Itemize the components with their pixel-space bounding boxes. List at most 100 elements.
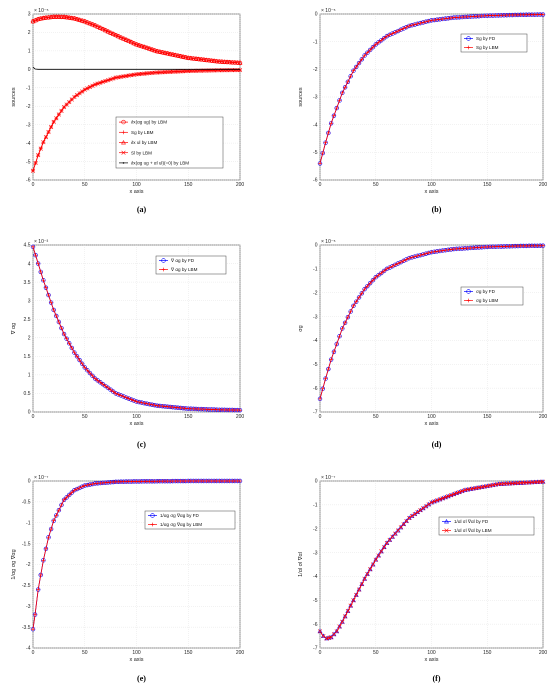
data-point-b-1: [318, 161, 322, 166]
data-point-d-1: [320, 386, 325, 391]
data-point-c-1: [98, 380, 103, 385]
data-point-b-1: [440, 17, 445, 21]
data-point-f-1: [370, 562, 376, 567]
data-point-d-1: [351, 303, 356, 308]
data-point-f-0: [342, 613, 348, 619]
data-point-a-3: [74, 93, 80, 98]
data-point-a-2: [152, 47, 158, 53]
y-tick-label-e: 0: [28, 479, 31, 485]
data-point-f-1: [368, 567, 373, 572]
y-tick-label-d: -6: [313, 386, 318, 392]
data-point-c-1: [51, 308, 56, 312]
x-tick-label-b: 100: [427, 182, 436, 188]
data-point-d-1: [354, 299, 359, 304]
legend-c: ∇ αg by FD ∇ αg by LBM: [155, 255, 227, 275]
data-point-b-1: [326, 131, 331, 135]
data-point-e-1: [33, 612, 37, 617]
y-tick-label-e: -2: [26, 562, 31, 568]
data-point-a-2: [188, 55, 194, 61]
y-tick-label-b: -2: [313, 67, 318, 73]
data-point-b-1: [337, 98, 342, 103]
data-point-a-2: [82, 18, 88, 24]
data-point-f-1: [423, 504, 429, 509]
y-tick-label-f: -7: [313, 646, 318, 652]
data-point-a-2: [183, 54, 189, 60]
y-tick-label-c: 0.5: [24, 391, 31, 397]
data-point-b-1: [437, 17, 442, 22]
data-point-d-1: [365, 284, 370, 289]
data-point-a-2: [216, 59, 222, 64]
y-tick-label-a: -5: [26, 159, 31, 165]
data-point-d-1: [318, 396, 322, 401]
data-point-f-1: [443, 495, 448, 500]
y-tick-label-f: -2: [313, 526, 318, 532]
data-point-c-1: [46, 293, 51, 297]
data-point-d-1: [410, 255, 414, 260]
data-point-f-1: [351, 598, 356, 603]
data-point-e-1: [69, 490, 74, 495]
series-d-1: [318, 243, 545, 401]
data-point-b-1: [323, 140, 328, 145]
data-point-f-0: [362, 576, 368, 581]
data-point-d-1: [426, 251, 431, 255]
data-point-a-3: [80, 89, 85, 94]
series-a-4: [32, 66, 240, 70]
data-point-d-1: [401, 258, 406, 263]
legend-marker-f-1: [444, 528, 449, 533]
x-tick-label-d: 200: [539, 414, 548, 420]
x-axis-label-c: x axis: [129, 421, 143, 427]
data-point-c-1: [103, 384, 108, 388]
data-point-f-1: [412, 511, 417, 517]
data-point-a-2: [219, 59, 225, 64]
x-axis-label-b: x axis: [424, 189, 438, 195]
x-tick-label-c: 150: [184, 414, 193, 420]
data-point-a-2: [100, 26, 106, 31]
legend-f: 1/αl σl ∇αl by FD 1/αl σl ∇αl by LBM: [438, 516, 535, 536]
data-point-b-1: [435, 17, 439, 22]
data-point-a-3: [33, 160, 38, 166]
data-point-b-1: [541, 12, 545, 17]
data-point-f-1: [448, 493, 454, 498]
x-tick-label-c: 50: [82, 414, 88, 420]
y-tick-label-f: 0: [315, 479, 318, 485]
legend-marker-c-1: [161, 267, 166, 272]
data-point-a-2: [235, 60, 240, 65]
data-point-b-1: [432, 18, 437, 22]
data-point-d-1: [541, 243, 545, 248]
data-point-c-1: [72, 350, 77, 355]
data-point-a-2: [229, 59, 235, 65]
y-tick-label-a: -1: [26, 85, 31, 91]
data-point-a-2: [123, 37, 129, 42]
data-point-b-1: [412, 22, 417, 27]
data-point-a-2: [64, 14, 70, 20]
legend-marker-a-2: [121, 139, 126, 145]
data-point-f-0: [356, 587, 362, 592]
legend-entry-d-1: σg by LBM: [476, 298, 498, 303]
data-point-f-0: [337, 624, 342, 629]
data-point-a-2: [84, 19, 90, 25]
data-point-d-1: [443, 248, 448, 253]
y-tick-label-f: -1: [313, 503, 318, 509]
data-point-c-1: [116, 392, 121, 397]
y-tick-label-e: -3.5: [22, 625, 31, 631]
data-point-f-0: [334, 628, 340, 634]
data-point-f-0: [364, 571, 370, 576]
data-point-a-2: [108, 30, 114, 35]
data-point-b-1: [365, 50, 370, 55]
data-point-d-1: [362, 287, 367, 292]
data-point-a-2: [97, 25, 103, 30]
x-tick-label-a: 0: [32, 182, 35, 188]
y-axis-label-d: σg: [298, 325, 304, 331]
data-point-b-1: [348, 74, 353, 79]
y-tick-label-b: 0: [315, 12, 318, 18]
data-point-d-1: [396, 261, 400, 266]
data-point-c-1: [90, 373, 95, 378]
data-point-b-1: [396, 29, 400, 33]
data-point-f-0: [317, 628, 323, 634]
data-point-c-1: [111, 389, 116, 394]
data-point-c-1: [152, 403, 157, 408]
data-point-c-1: [119, 393, 123, 398]
legend-marker-a-1: [121, 130, 126, 135]
data-point-f-1: [460, 488, 465, 494]
